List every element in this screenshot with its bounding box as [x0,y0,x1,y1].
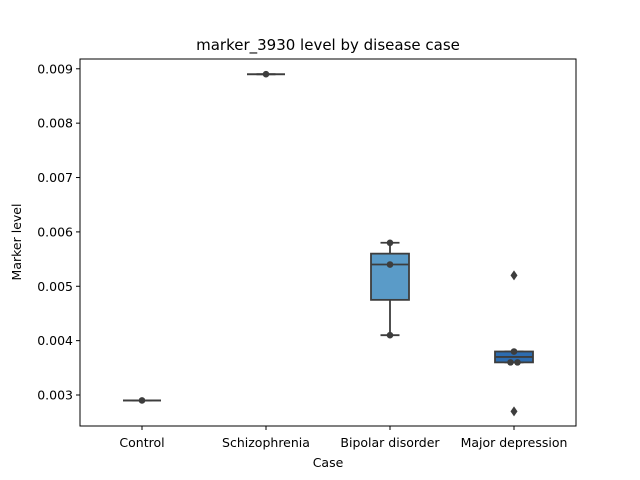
x-axis: Control Schizophrenia Bipolar disorder Majo… [119,426,567,450]
outlier-point [510,270,518,281]
data-point [138,397,146,404]
box-group [370,239,410,339]
y-tick-label: 0.006 [37,224,73,239]
y-tick-label: 0.008 [37,116,73,131]
x-axis-title: Case [313,455,344,470]
x-tick-label: Major depression [461,435,568,450]
data-point [386,261,394,268]
plot-frame [79,58,577,427]
y-tick-label: 0.007 [37,170,73,185]
y-axis: 0.003 0.004 0.005 0.006 0.007 0.008 0.009 [37,61,80,403]
y-tick-label: 0.004 [37,333,73,348]
data-point [386,331,394,339]
iqr-box [370,252,410,301]
y-tick-label: 0.005 [37,279,73,294]
x-tick-label: Schizophrenia [222,435,310,450]
data-point [386,239,394,247]
outlier-point [510,406,518,417]
data-point [510,348,518,355]
box-group [494,270,534,417]
box-group [123,397,161,404]
x-tick-label: Control [119,435,164,450]
data-point [514,359,521,366]
y-tick-label: 0.009 [37,61,73,76]
x-tick-label: Bipolar disorder [340,435,440,450]
data-point [262,70,270,78]
y-axis-title: Marker level [9,204,24,281]
y-tick-label: 0.003 [37,388,73,403]
data-point [507,359,514,366]
box-group [247,70,285,78]
chart-title: marker_3930 level by disease case [196,36,460,55]
